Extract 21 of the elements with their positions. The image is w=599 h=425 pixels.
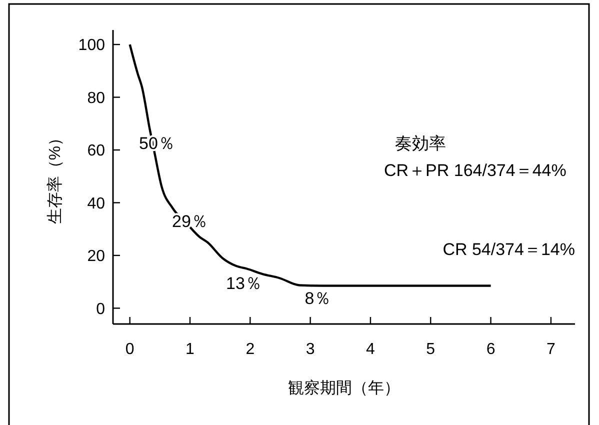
y-tick-label: 60 [87,142,106,160]
x-tick-label: 6 [486,341,496,358]
y-tick-label: 80 [87,90,106,107]
annotation: CR 54/374＝14% [442,240,575,259]
y-tick-label: 0 [96,300,106,318]
y-tick-label: 100 [78,37,106,54]
y-tick-label: 40 [87,195,106,212]
annotation: CR＋PR 164/374＝44% [384,161,566,180]
y-axis-title: 生存率（%） [46,130,64,224]
x-tick-label: 7 [546,341,556,358]
x-tick-label: 5 [426,341,436,358]
x-tick-label: 3 [306,341,315,358]
annotation: 13％ [226,274,262,293]
x-tick-label: 2 [246,341,255,358]
x-tick-label: 0 [125,341,134,358]
x-axis-title: 観察期間（年） [288,379,400,397]
y-tick-label: 20 [87,248,106,266]
annotation: 8％ [304,289,332,308]
x-tick-label: 4 [366,341,376,358]
annotation: 奏効率 [395,134,446,153]
x-tick-label: 1 [186,341,195,358]
